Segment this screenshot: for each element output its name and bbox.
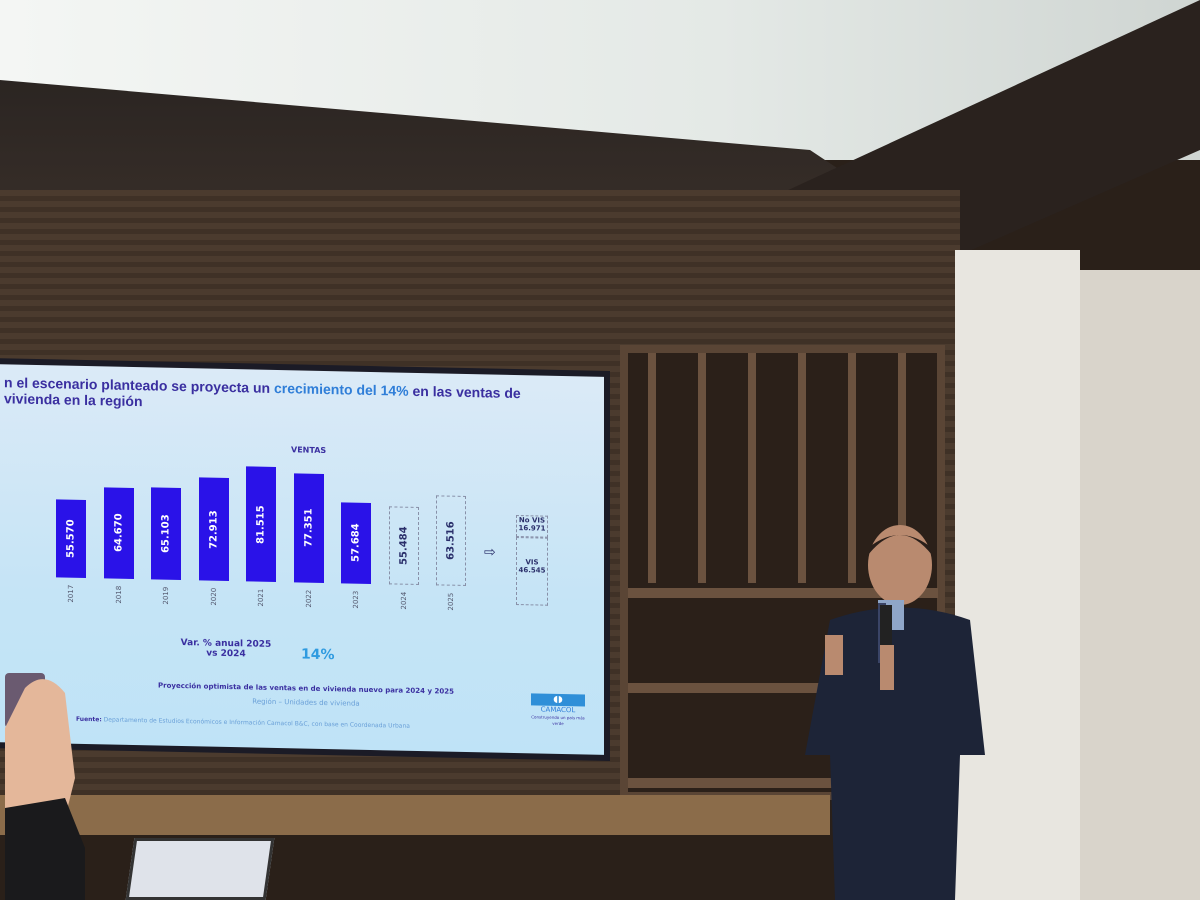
x-tick-label: 2018 (114, 585, 123, 604)
logo-mark-icon: ◖◗ (531, 693, 585, 707)
laptop (125, 838, 275, 900)
bar-2017: 55.570 (56, 498, 86, 578)
bar-value-label: 77.351 (303, 508, 314, 548)
chart-caption-sub: Región – Unidades de vivienda (252, 697, 360, 708)
bar-value-label: 65.103 (160, 514, 172, 554)
arrow-right-icon: ⇨ (484, 544, 496, 561)
bar-value-label: 55.484 (398, 526, 409, 565)
rack-post (748, 353, 756, 583)
source-note: Fuente: Departamento de Estudios Económi… (76, 715, 410, 730)
white-column (955, 250, 1080, 900)
variation-label: Var. % anual 2025 vs 2024 (180, 637, 272, 660)
rack-post (798, 353, 806, 583)
no-vis-box: No VIS 16.971 (516, 515, 548, 538)
tv-screen: n el escenario planteado se proyecta un … (0, 358, 610, 761)
rack-post (648, 353, 656, 583)
x-tick-label: 2023 (351, 590, 360, 609)
rack-shelf (628, 588, 938, 598)
bar-2020: 72.913 (198, 477, 229, 581)
chart-title: VENTAS (291, 445, 327, 456)
rack-post (898, 353, 906, 583)
bar-value-label: 64.670 (113, 513, 124, 553)
presentation-slide: n el escenario planteado se proyecta un … (0, 364, 604, 755)
x-tick-label: 2022 (304, 589, 313, 608)
x-tick-label: 2019 (161, 586, 170, 605)
rack-shelf (628, 778, 938, 788)
bar-2021: 81.515 (246, 466, 276, 582)
rack-post (848, 353, 856, 583)
x-tick-label: 2025 (446, 592, 455, 611)
x-tick-label: 2021 (256, 588, 265, 607)
bar-2022: 77.351 (293, 473, 324, 583)
bar-value-label: 72.913 (208, 509, 219, 549)
x-tick-label: 2024 (399, 591, 408, 610)
x-tick-label: 2017 (66, 584, 75, 603)
chart-caption: Proyección optimista de las ventas en de… (158, 681, 454, 696)
rack-shelf (628, 683, 938, 693)
vis-box: VIS 46.545 (516, 537, 548, 606)
shelf (0, 795, 830, 835)
audience-hand-with-phone (5, 673, 85, 900)
bar-2023: 57.684 (341, 501, 371, 584)
side-room (1080, 270, 1200, 900)
presenter (805, 525, 985, 900)
bar-2025: 63.516 (436, 495, 466, 586)
bar-value-label: 57.684 (350, 523, 362, 563)
rack-post (698, 353, 706, 583)
bar-2024: 55.484 (388, 506, 419, 585)
bar-2019: 65.103 (151, 487, 181, 580)
x-tick-label: 2020 (209, 587, 218, 606)
variation-value: 14% (301, 646, 335, 664)
bar-2018: 64.670 (103, 487, 134, 579)
camacol-logo: ◖◗ CAMACOL Construyendo un país más verd… (531, 693, 585, 727)
bar-value-label: 81.515 (255, 504, 267, 544)
slide-title: n el escenario planteado se proyecta un … (4, 374, 521, 410)
bar-value-label: 55.570 (65, 519, 77, 558)
bar-value-label: 63.516 (445, 521, 457, 561)
